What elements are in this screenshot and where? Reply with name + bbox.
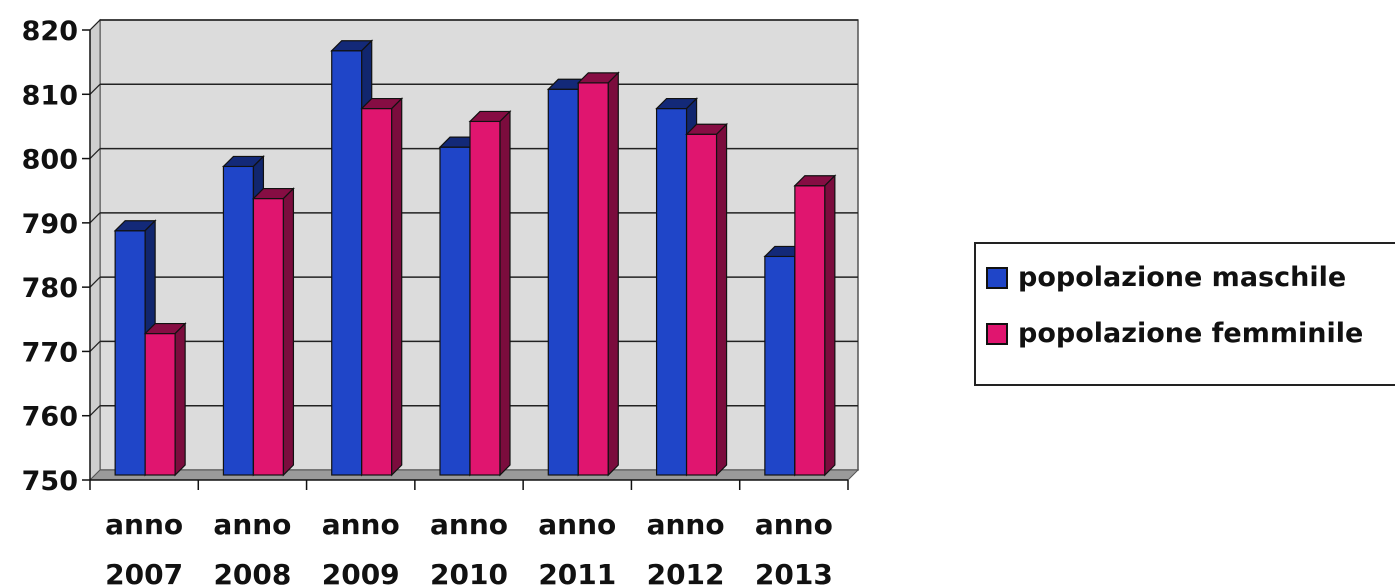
- bar-front: [655, 107, 688, 476]
- x-tick-label: 2010: [430, 558, 508, 588]
- legend: popolazione maschile popolazione femmini…: [974, 242, 1395, 386]
- x-tick-label: anno: [322, 508, 400, 541]
- bar-female-0: [143, 322, 187, 477]
- bar-front: [547, 88, 579, 476]
- gridline-side: [89, 276, 101, 288]
- legend-item-male: popolazione maschile: [986, 262, 1346, 293]
- x-tick-label: 2008: [213, 558, 291, 588]
- gridline-side: [89, 19, 101, 31]
- bar-front: [685, 133, 718, 476]
- legend-label-female: popolazione femminile: [1018, 318, 1364, 349]
- bar-front: [114, 230, 146, 476]
- x-tick-label: anno: [647, 508, 725, 541]
- legend-swatch-male: [986, 266, 1008, 289]
- bar-front: [222, 165, 255, 476]
- gridline-side: [89, 341, 101, 352]
- legend-swatch-female: [986, 322, 1008, 345]
- x-tick-label: anno: [538, 508, 616, 541]
- bar-side: [499, 109, 511, 477]
- y-tick-label: 780: [22, 273, 78, 304]
- bar-front: [764, 255, 796, 476]
- bar-side: [174, 322, 186, 477]
- x-tick-label: 2013: [755, 558, 833, 588]
- x-tick-label: 2012: [647, 558, 725, 588]
- bar-side: [391, 97, 403, 477]
- bar-front: [144, 332, 176, 476]
- x-tick-label: anno: [430, 508, 508, 541]
- bar-female-6: [793, 174, 837, 477]
- x-tick-label: 2009: [322, 558, 400, 588]
- bar-front: [469, 120, 501, 476]
- gridline-side: [89, 148, 101, 159]
- bar-female-3: [468, 109, 512, 477]
- bar-side: [715, 122, 728, 477]
- x-tick-labels: anno 2007 anno 2008 anno 2009 anno 2010 anno 2011…: [105, 508, 833, 588]
- bar-side: [282, 187, 295, 477]
- gridline-side: [89, 405, 101, 417]
- x-tick-label: anno: [213, 508, 291, 541]
- y-tick-labels: 750 760 770 780 790 800 810 820: [22, 16, 78, 497]
- y-tick-label: 770: [22, 337, 78, 368]
- bar-female-1: [251, 187, 295, 477]
- y-tick-label: 800: [22, 145, 78, 176]
- bar-female-4: [576, 71, 620, 477]
- x-tick-label: anno: [755, 508, 833, 541]
- bars: [113, 39, 837, 477]
- bar-front: [577, 82, 609, 476]
- bar-chart: 750 760 770 780 790 800 810 820 anno 2007 anno 200…: [22, 16, 860, 588]
- y-tick-label: 760: [22, 402, 78, 433]
- gridline-side: [89, 212, 101, 224]
- bar-female-5: [685, 122, 729, 477]
- bar-female-2: [360, 97, 404, 477]
- legend-item-female: popolazione femminile: [986, 318, 1363, 349]
- legend-label-male: popolazione maschile: [1018, 262, 1347, 293]
- y-tick-label: 810: [22, 80, 78, 111]
- bar-side: [607, 71, 619, 477]
- x-tick-label: anno: [105, 508, 183, 541]
- axes: [82, 29, 849, 490]
- y-tick-label: 790: [22, 209, 78, 240]
- gridline-side: [89, 83, 101, 95]
- bar-side: [824, 174, 836, 477]
- bar-front: [794, 185, 826, 476]
- y-tick-label: 820: [22, 16, 78, 47]
- bar-front: [252, 197, 285, 476]
- x-tick-label: 2007: [105, 558, 183, 588]
- bar-front: [331, 50, 363, 476]
- y-tick-label: 750: [22, 466, 78, 497]
- bar-front: [439, 146, 471, 476]
- x-tick-label: 2011: [538, 558, 616, 588]
- bar-front: [361, 107, 393, 476]
